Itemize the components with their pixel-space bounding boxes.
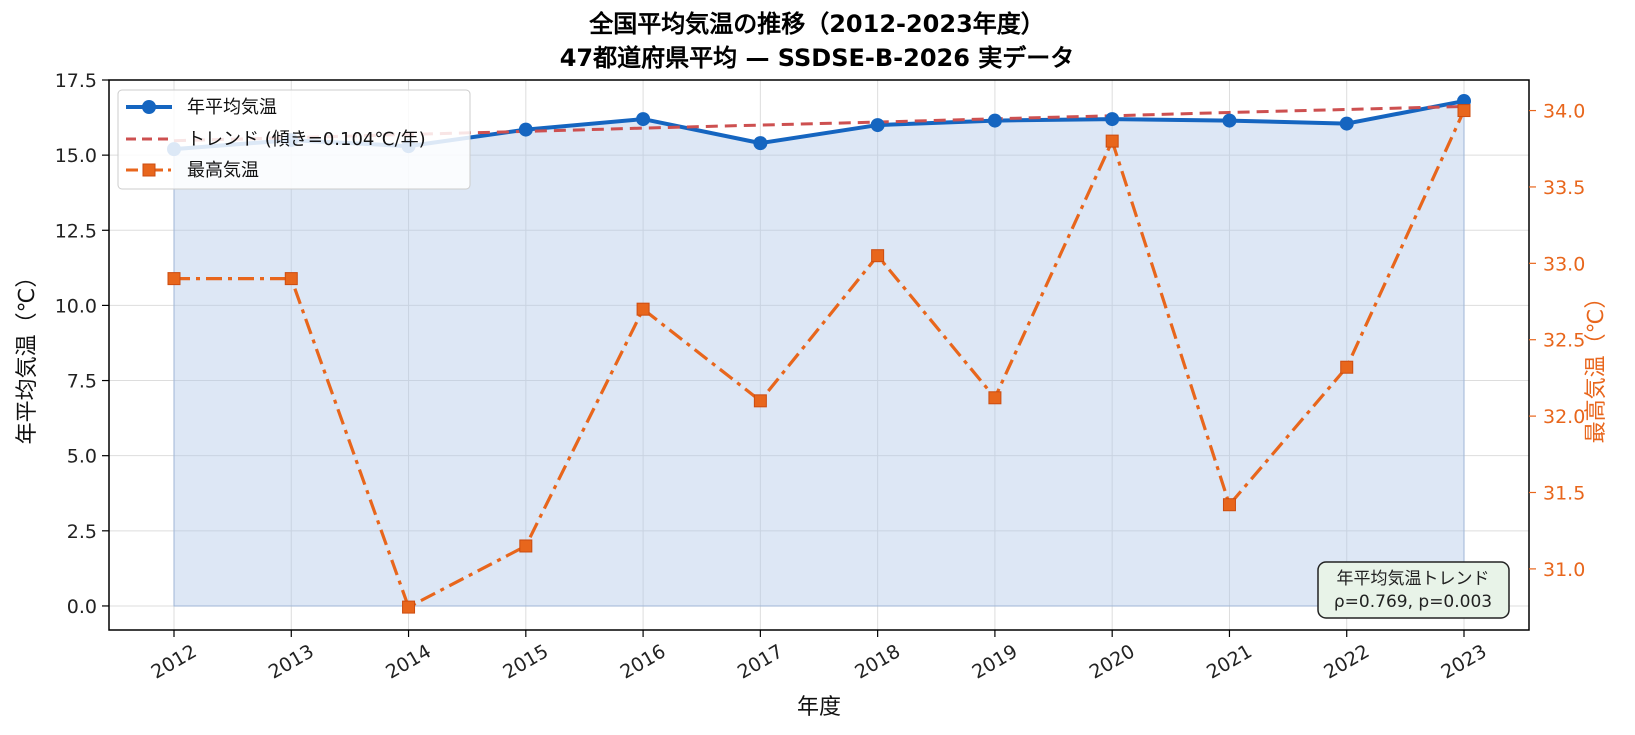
y-right-tick-label: 32.0: [1543, 406, 1585, 428]
x-tick-label: 2019: [968, 640, 1021, 683]
y-right-tick-label: 32.5: [1543, 330, 1585, 352]
data-point-max: [1457, 104, 1471, 118]
legend-swatch-marker-avg: [142, 100, 156, 114]
x-tick-label: 2015: [499, 640, 552, 683]
y-right-tick-label: 33.5: [1543, 177, 1585, 199]
y-tick-label: 5.0: [67, 446, 97, 468]
chart-title-line1: 全国平均気温の推移（2012-2023年度）: [588, 10, 1045, 38]
y-axis-label: 年平均気温（℃）: [15, 266, 40, 445]
data-point-avg: [636, 112, 651, 127]
data-point-max: [988, 391, 1002, 405]
x-axis-label: 年度: [797, 695, 841, 720]
y-axis-label-right: 最高気温（℃）: [1584, 287, 1609, 444]
y-tick-label: 10.0: [55, 295, 97, 317]
plot-frame: [108, 79, 1530, 631]
data-point-max: [1222, 498, 1236, 512]
data-point-max: [402, 600, 416, 614]
legend-label-max: 最高気温: [187, 160, 259, 181]
legend-box: [117, 89, 471, 190]
data-point-avg: [870, 118, 885, 133]
x-tick-label: 2014: [382, 640, 435, 683]
y-right-tick-label: 34.0: [1543, 101, 1585, 123]
data-point-avg: [1105, 112, 1120, 127]
y-tick-label: 15.0: [55, 145, 97, 167]
data-point-max: [167, 272, 181, 286]
legend: 年平均気温 トレンド (傾き=0.104℃/年) 最高気温: [117, 89, 471, 190]
y-ticks-right: 31.0 31.5 32.0 32.5 33.0 33.5 34.0: [1529, 101, 1585, 581]
x-tick-label: 2018: [851, 640, 904, 683]
annotation-line1: 年平均気温トレンド: [1337, 569, 1490, 589]
data-point-avg: [518, 122, 533, 137]
data-point-avg: [1339, 116, 1354, 131]
annotation-line2: ρ=0.769, p=0.003: [1334, 592, 1492, 612]
data-point-max: [1340, 360, 1354, 374]
legend-swatch-marker-max: [142, 163, 156, 177]
data-point-avg: [1222, 113, 1237, 128]
data-point-max: [284, 272, 298, 286]
data-point-avg: [987, 113, 1002, 128]
series-line-max: [174, 109, 1466, 610]
data-point-max: [753, 394, 767, 408]
data-point-avg: [753, 136, 768, 151]
y-right-tick-label: 31.0: [1543, 559, 1585, 581]
legend-label-trend: トレンド (傾き=0.104℃/年): [187, 129, 426, 150]
y-tick-label: 0.0: [67, 596, 97, 618]
x-tick-label: 2012: [148, 640, 201, 683]
x-tick-label: 2022: [1320, 640, 1373, 683]
y-right-tick-label: 33.0: [1543, 253, 1585, 275]
y-tick-label: 2.5: [67, 521, 97, 543]
y-ticks-left: 0.0 2.5 5.0 7.5 10.0 12.5 15.0 17.5: [55, 70, 109, 618]
x-tick-label: 2020: [1086, 640, 1139, 683]
x-tick-label: 2017: [734, 640, 787, 683]
annotation-box: [1317, 561, 1510, 619]
x-ticks: 2012 2013 2014 2015 2016 2017 2018 2019 2020 2021…: [148, 630, 1491, 684]
x-tick-label: 2023: [1438, 640, 1491, 683]
legend-label-avg: 年平均気温: [187, 97, 277, 118]
chart-title-line2: 47都道府県平均 — SSDSE-B-2026 実データ: [560, 44, 1075, 72]
x-tick-label: 2013: [265, 640, 318, 683]
x-tick-label: 2021: [1203, 640, 1256, 683]
y-right-tick-label: 31.5: [1543, 483, 1585, 505]
y-tick-label: 12.5: [55, 220, 97, 242]
x-tick-label: 2016: [617, 640, 670, 683]
data-point-max: [636, 302, 650, 316]
data-point-max: [1105, 134, 1119, 148]
y-tick-label: 7.5: [67, 371, 97, 393]
y-tick-label: 17.5: [55, 70, 97, 92]
data-point-max: [871, 249, 885, 263]
data-point-max: [519, 539, 533, 553]
annotation: 年平均気温トレンド ρ=0.769, p=0.003: [1317, 561, 1510, 619]
